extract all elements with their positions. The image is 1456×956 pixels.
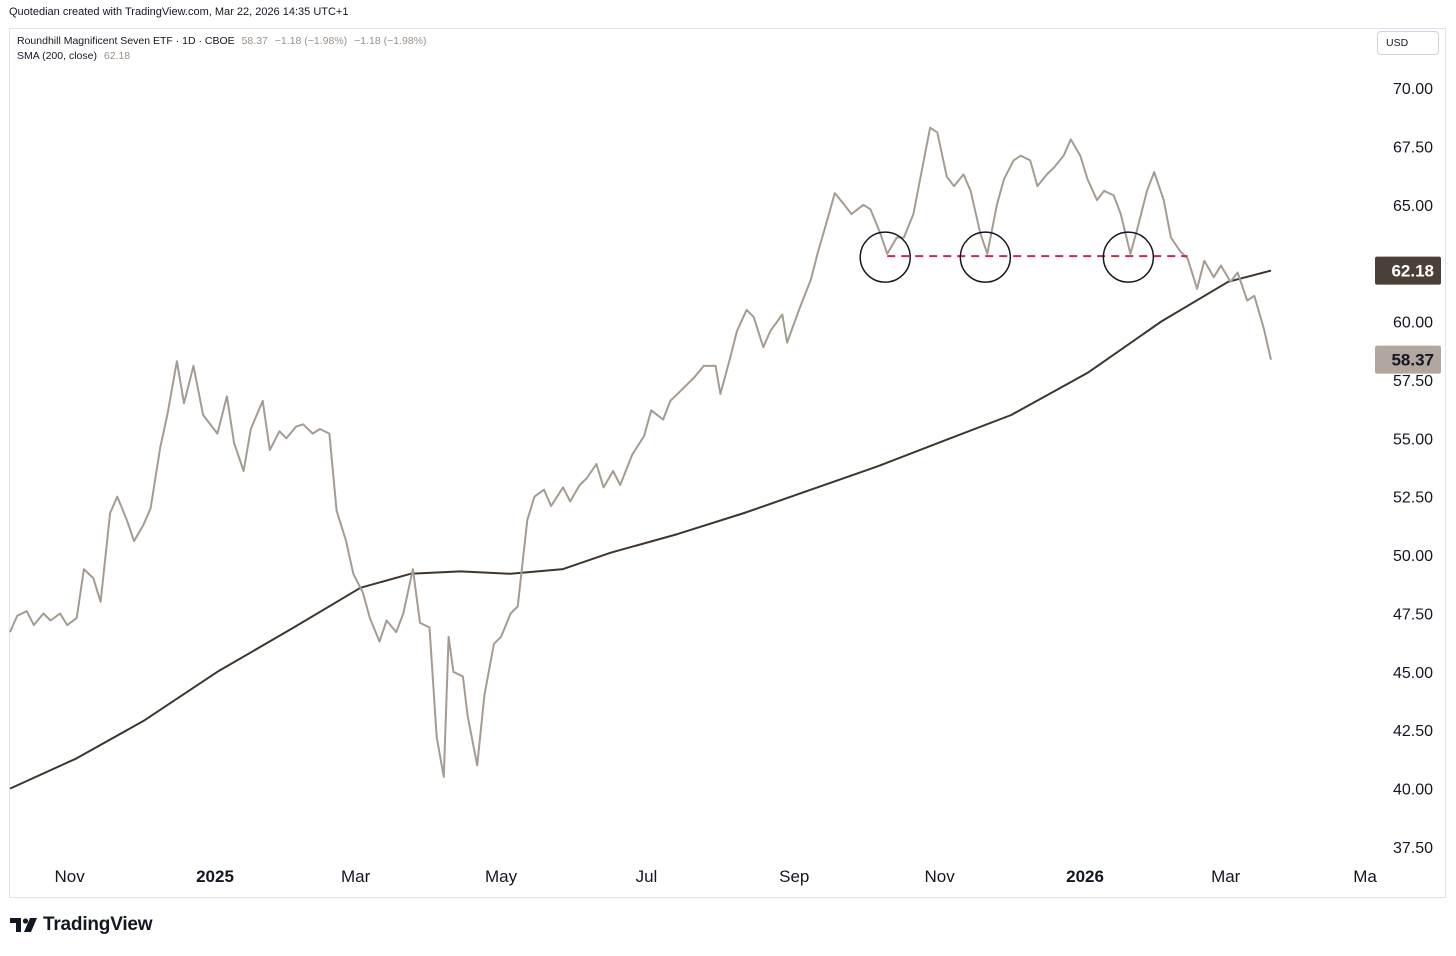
y-tick-label: 57.50 — [1393, 373, 1433, 390]
y-tick-label: 42.50 — [1393, 723, 1433, 740]
x-tick-label: 2026 — [1066, 867, 1104, 886]
legend-sma-label: SMA (200, close) — [17, 50, 97, 62]
support-touch-circle — [859, 231, 911, 283]
support-touch-circle — [959, 231, 1012, 283]
chart-frame — [9, 28, 1446, 898]
x-tick-label: Sep — [779, 867, 809, 886]
x-tick-label: Jul — [636, 867, 658, 886]
sma-price-badge — [1375, 256, 1441, 285]
tradingview-logo[interactable]: TradingView — [10, 914, 153, 936]
x-tick-label: 2025 — [196, 867, 234, 886]
currency-button[interactable]: USD — [1377, 31, 1439, 55]
y-tick-label: 47.50 — [1393, 606, 1433, 623]
chart-legend: Roundhill Magnificent Seven ETF · 1D · C… — [17, 34, 427, 64]
last-price-badge — [1375, 345, 1441, 374]
legend-change: −1.18 (−1.98%) — [274, 35, 348, 47]
y-tick-label: 55.00 — [1393, 431, 1433, 448]
y-tick-label: 70.00 — [1393, 81, 1433, 98]
tradingview-brand: TradingView — [43, 914, 153, 935]
legend-symbol: Roundhill Magnificent Seven ETF · 1D · C… — [17, 35, 235, 47]
support-touch-circle — [1102, 231, 1155, 283]
y-tick-label: 37.50 — [1393, 840, 1433, 857]
y-tick-label: 67.50 — [1393, 139, 1433, 156]
y-tick-label: 45.00 — [1393, 665, 1433, 682]
header-credit: Quotedian created with TradingView.com, … — [9, 6, 349, 18]
x-tick-label: Nov — [925, 867, 956, 886]
x-tick-label: May — [485, 867, 518, 886]
y-tick-label: 40.00 — [1393, 782, 1433, 799]
tradingview-logo-icon — [10, 918, 37, 932]
x-tick-label: Mar — [341, 867, 371, 886]
y-tick-label: 60.00 — [1393, 315, 1433, 332]
x-tick-label: Ma — [1353, 867, 1377, 886]
legend-symbol-line[interactable]: Roundhill Magnificent Seven ETF · 1D · C… — [17, 34, 427, 49]
y-tick-label: 52.50 — [1393, 490, 1433, 507]
last-price-badge-label: 58.37 — [1391, 351, 1434, 370]
x-tick-label: Nov — [54, 867, 85, 886]
sma-price-badge-label: 62.18 — [1391, 262, 1434, 281]
legend-change-secondary: −1.18 (−1.98%) — [354, 35, 427, 47]
x-tick-label: Mar — [1211, 867, 1241, 886]
y-tick-label: 50.00 — [1393, 548, 1433, 565]
legend-sma-value: 62.18 — [103, 50, 131, 62]
y-tick-label: 65.00 — [1393, 198, 1433, 215]
legend-sma-line[interactable]: SMA (200, close) 62.18 — [17, 49, 427, 64]
price-line — [9, 126, 1272, 778]
sma-line — [9, 269, 1272, 790]
legend-last-price: 58.37 — [241, 35, 268, 47]
